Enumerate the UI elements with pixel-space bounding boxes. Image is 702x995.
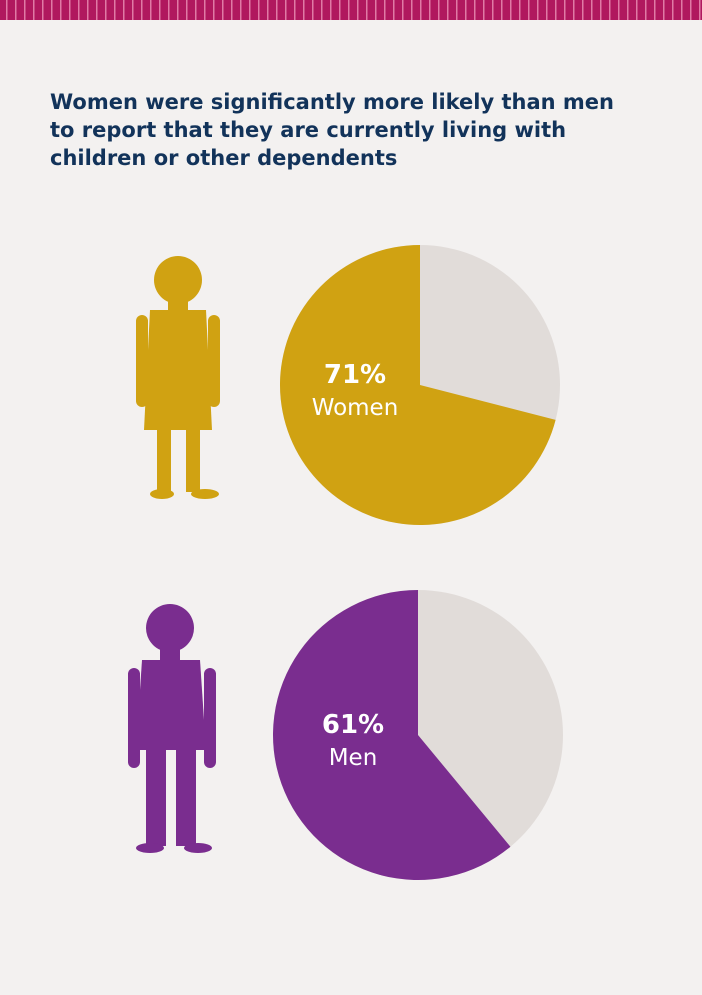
- pie-slice: [273, 590, 511, 880]
- value-label: 61%: [322, 710, 384, 740]
- pie-slice: [280, 245, 556, 525]
- top-band: [0, 0, 702, 20]
- woman-figure: [136, 256, 220, 499]
- category-label: Women: [312, 395, 399, 421]
- value-label: 71%: [324, 360, 386, 390]
- man-figure: [128, 604, 216, 853]
- category-label: Men: [329, 745, 378, 771]
- title: Women were significantly more likely tha…: [50, 90, 614, 170]
